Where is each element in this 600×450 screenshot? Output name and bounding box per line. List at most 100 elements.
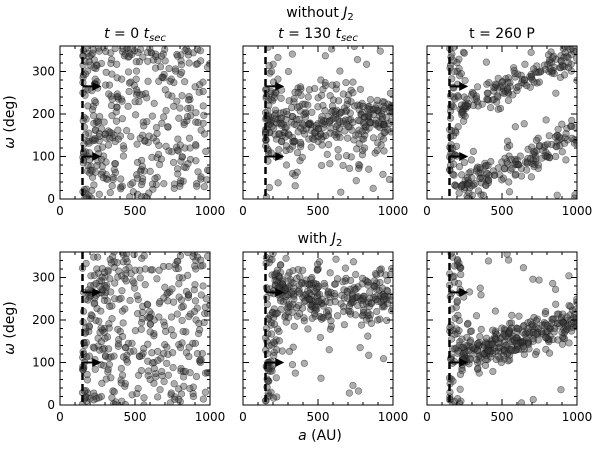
data-point (202, 147, 210, 155)
data-point (184, 96, 193, 104)
data-point (450, 46, 458, 51)
data-point (171, 393, 179, 401)
data-point (458, 366, 466, 375)
data-point (489, 167, 498, 175)
data-point (386, 89, 393, 97)
data-point (102, 68, 110, 76)
data-point (376, 266, 384, 274)
data-point (133, 174, 141, 182)
data-point (519, 342, 528, 350)
data-point (167, 326, 175, 334)
data-point (477, 291, 485, 299)
data-point (311, 84, 319, 93)
data-point (290, 95, 298, 103)
data-point (96, 328, 104, 336)
data-point (473, 365, 482, 373)
data-point (119, 142, 128, 150)
data-point (384, 126, 392, 134)
data-point (146, 375, 154, 384)
data-point (487, 158, 495, 166)
data-point (558, 328, 566, 336)
data-point (460, 49, 468, 57)
data-point (192, 372, 201, 381)
data-point (265, 61, 273, 70)
data-point (298, 153, 306, 161)
data-point (378, 284, 386, 292)
data-point (91, 126, 99, 134)
data-point (271, 131, 279, 139)
data-point (512, 170, 520, 178)
data-point (160, 294, 168, 302)
data-point (141, 265, 149, 273)
data-point (494, 74, 502, 82)
data-point (193, 349, 201, 358)
data-point (347, 153, 355, 161)
data-point (349, 381, 357, 390)
data-point (117, 175, 125, 183)
data-point (491, 171, 499, 179)
data-point (185, 134, 194, 142)
x-tick-label: 0 (56, 410, 64, 424)
data-point (491, 307, 500, 315)
data-point (381, 128, 389, 136)
data-point (137, 46, 145, 53)
data-point (467, 156, 476, 164)
data-point (535, 78, 543, 86)
data-point (117, 185, 125, 193)
data-point (464, 99, 472, 107)
data-point (140, 252, 148, 260)
data-point (520, 350, 528, 359)
data-point (450, 278, 459, 286)
data-point (277, 114, 286, 122)
data-point (448, 345, 457, 353)
data-point (118, 115, 126, 123)
data-point (191, 262, 199, 270)
data-point (180, 121, 188, 129)
x-tick-label: 1000 (562, 204, 593, 218)
data-point (160, 378, 168, 386)
data-point (325, 346, 333, 354)
data-point (110, 388, 118, 396)
data-point (557, 52, 565, 60)
data-point (181, 78, 189, 86)
data-point (133, 292, 141, 300)
data-point (191, 339, 200, 347)
data-point (290, 322, 298, 330)
data-point (104, 345, 113, 353)
data-point (291, 172, 299, 180)
arrow-head (275, 358, 285, 367)
data-point (503, 143, 512, 152)
data-point (269, 60, 277, 68)
data-point (366, 95, 375, 104)
data-point (265, 183, 274, 192)
data-point (384, 287, 392, 295)
data-point (541, 310, 549, 318)
data-point (553, 191, 561, 199)
data-point (90, 181, 98, 189)
data-point (455, 163, 464, 171)
data-point (511, 70, 519, 78)
data-point (474, 102, 482, 110)
data-point (306, 296, 314, 304)
data-point (310, 287, 319, 296)
data-point (463, 320, 472, 328)
data-point (296, 138, 305, 147)
data-point (308, 108, 316, 116)
data-point (346, 276, 355, 285)
data-point (199, 102, 207, 110)
data-point (336, 133, 344, 141)
data-point (171, 395, 179, 404)
data-point (562, 156, 570, 164)
data-point (121, 305, 129, 313)
data-point (129, 179, 137, 187)
data-point (95, 394, 103, 402)
data-point (82, 338, 90, 347)
data-point (144, 340, 152, 348)
data-point (503, 349, 511, 358)
data-point (300, 314, 308, 322)
data-point (267, 87, 275, 96)
panel-title-t130: t = 130 tsec (278, 26, 358, 44)
data-point (293, 168, 301, 176)
data-point (94, 253, 102, 261)
